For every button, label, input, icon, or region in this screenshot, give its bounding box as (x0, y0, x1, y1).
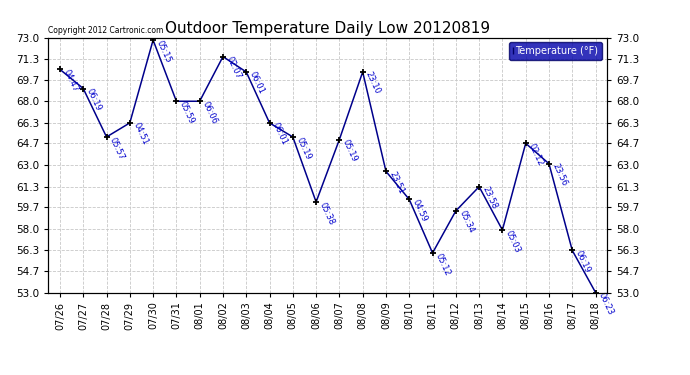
Text: 04:51: 04:51 (131, 122, 150, 147)
Text: 05:34: 05:34 (457, 210, 475, 235)
Text: 05:19: 05:19 (341, 138, 359, 164)
Text: 06:01: 06:01 (248, 70, 266, 96)
Text: 05:38: 05:38 (317, 201, 336, 226)
Text: 05:19: 05:19 (294, 135, 313, 161)
Text: 05:03: 05:03 (504, 229, 522, 254)
Text: 06:06: 06:06 (201, 100, 219, 125)
Text: 05:59: 05:59 (178, 100, 196, 125)
Text: 04:47: 04:47 (61, 68, 79, 93)
Text: Copyright 2012 Cartronic.com: Copyright 2012 Cartronic.com (48, 26, 164, 35)
Text: 06:19: 06:19 (573, 249, 592, 274)
Text: 04:59: 04:59 (411, 198, 429, 223)
Text: 23:51: 23:51 (387, 170, 406, 195)
Text: 23:56: 23:56 (551, 162, 569, 188)
Text: 06:23: 06:23 (597, 291, 615, 316)
Text: 02:07: 02:07 (224, 55, 243, 81)
Text: 06:19: 06:19 (85, 87, 103, 112)
Text: 05:12: 05:12 (434, 252, 452, 277)
Text: 02:12: 02:12 (527, 142, 545, 167)
Text: 23:10: 23:10 (364, 70, 382, 96)
Title: Outdoor Temperature Daily Low 20120819: Outdoor Temperature Daily Low 20120819 (165, 21, 491, 36)
Text: 06:01: 06:01 (271, 122, 289, 147)
Legend: Temperature (°F): Temperature (°F) (509, 42, 602, 60)
Text: 23:58: 23:58 (480, 185, 499, 211)
Text: 05:15: 05:15 (155, 39, 172, 64)
Text: 05:57: 05:57 (108, 135, 126, 161)
